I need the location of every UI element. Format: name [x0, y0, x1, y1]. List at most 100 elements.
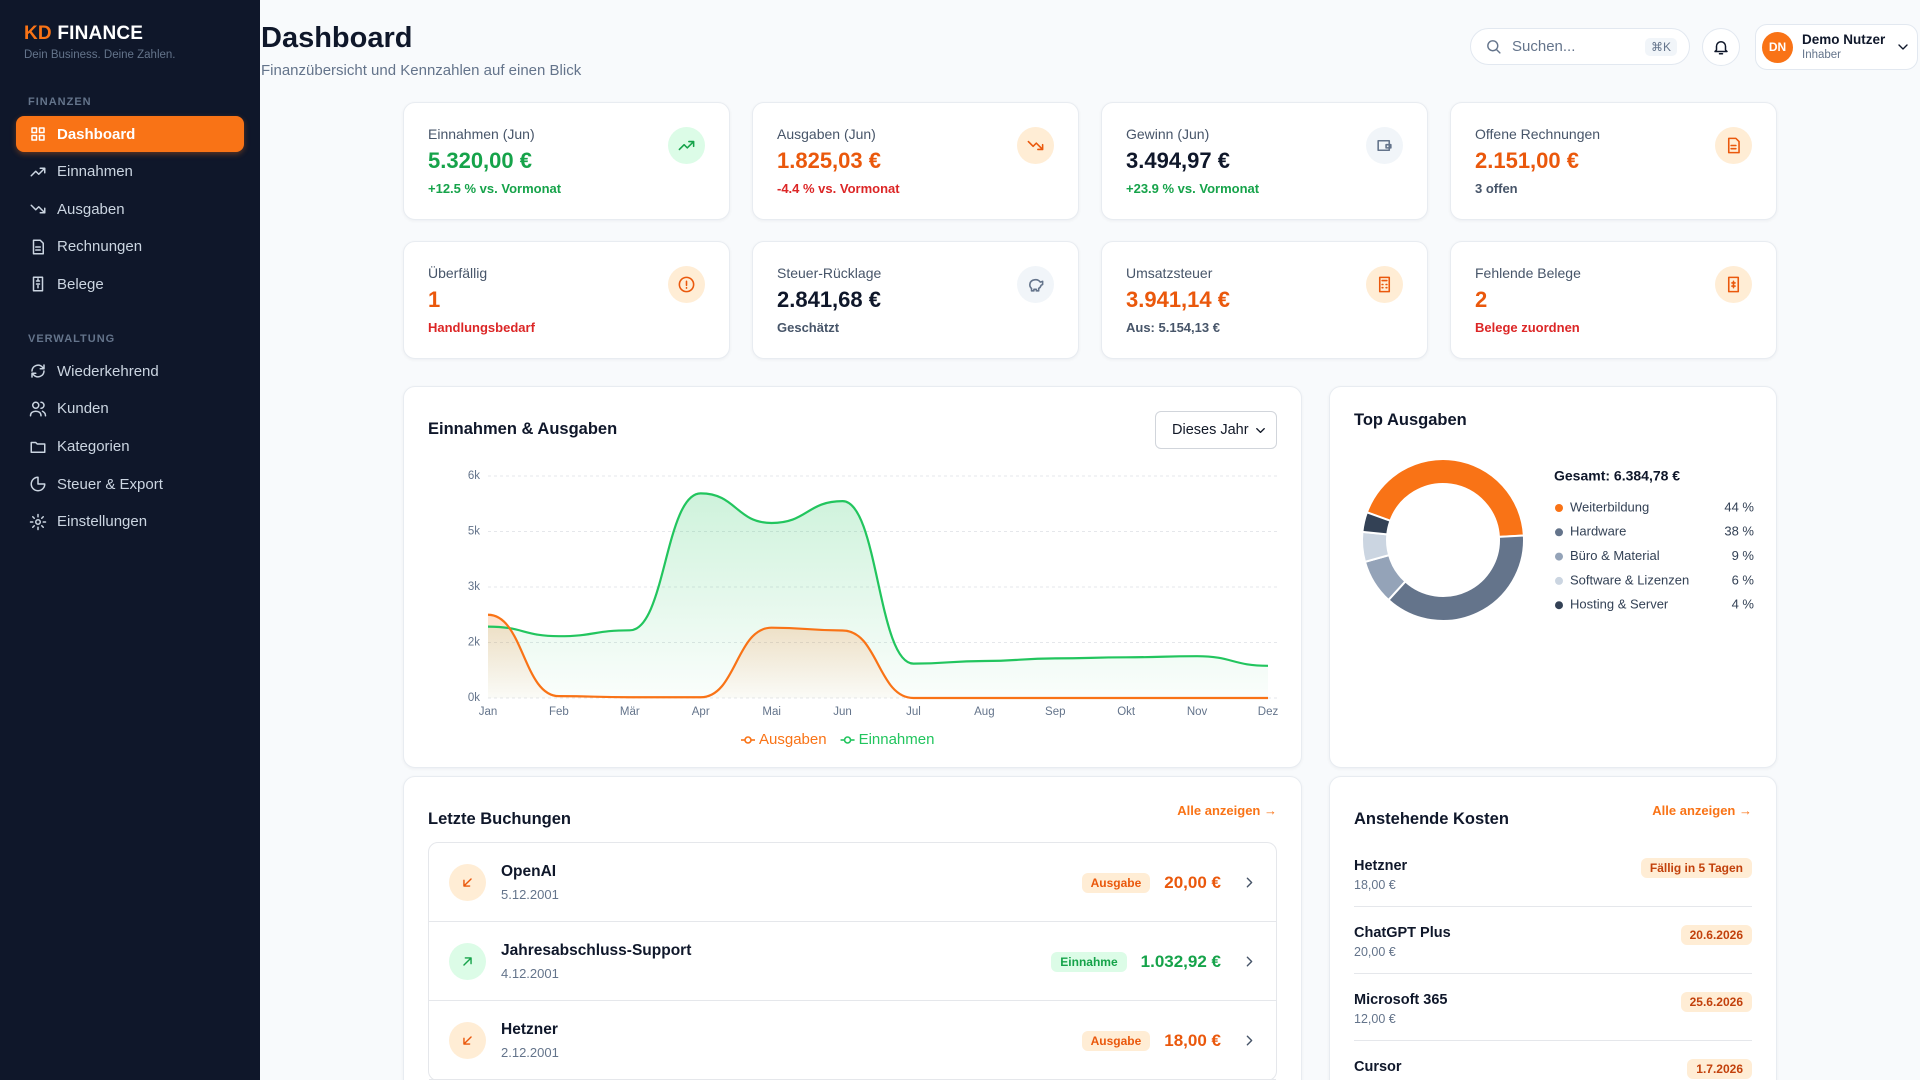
- icon-glyph: [1487, 40, 1501, 54]
- booking-date: 5.12.2001: [501, 887, 559, 902]
- kpi-value: 2.151,00 €: [1475, 148, 1579, 173]
- upcoming-due: Fällig in 5 Tagen: [1640, 858, 1752, 878]
- kpi-value: 3.941,14 €: [1126, 287, 1230, 312]
- icon-glyph: [1727, 137, 1740, 154]
- nav-item[interactable]: Dashboard: [16, 116, 244, 152]
- icon-path: [678, 140, 695, 151]
- kpi-card: Einnahmen (Jun) 5.320,00 € +12.5 % vs. Vor…: [403, 102, 730, 220]
- icon-path: [1377, 139, 1392, 152]
- bookings-link[interactable]: Alle anzeigen →: [1177, 803, 1277, 818]
- booking-row[interactable]: OpenAI 5.12.2001 Ausgabe 20,00 €: [429, 843, 1276, 922]
- icon-path: [29, 513, 47, 530]
- legend-label: Ausgaben: [759, 731, 827, 748]
- search-icon: [1485, 38, 1502, 55]
- kpi-card: Gewinn (Jun) 3.494,97 € +23.9 % vs. Vormon…: [1101, 102, 1428, 220]
- legend-marker-dot: [843, 736, 852, 744]
- icon-path: [678, 276, 695, 293]
- tagline: Dein Business. Deine Zahlen.: [24, 49, 176, 61]
- nav-item[interactable]: Ausgaben: [16, 191, 244, 227]
- y-tick-label: 3k: [468, 581, 480, 593]
- nav-item-label: Einnahmen: [57, 163, 133, 181]
- nav-item[interactable]: Rechnungen: [16, 229, 244, 265]
- upcoming-link[interactable]: Alle anzeigen →: [1652, 803, 1752, 818]
- icon-glyph: [463, 957, 472, 966]
- chevron: [1241, 874, 1258, 891]
- legend-label: Hosting & Server: [1570, 597, 1669, 612]
- upcoming-due: 25.6.2026: [1680, 992, 1752, 1012]
- legend-label: Software & Lizenzen: [1570, 572, 1689, 587]
- kpi-value: 1: [428, 287, 441, 312]
- nav-item[interactable]: Wiederkehrend: [16, 353, 244, 389]
- x-tick-label: Apr: [692, 706, 710, 718]
- upcoming-name: Microsoft 365: [1354, 992, 1448, 1008]
- icon-glyph: [463, 878, 472, 887]
- kpi-label: Überfällig: [428, 265, 488, 281]
- kpi-icon: [1017, 127, 1054, 164]
- notifications[interactable]: [1702, 28, 1740, 66]
- shortcut: ⌘K: [1644, 37, 1677, 56]
- chevron: [1241, 953, 1258, 970]
- nav-item-label: Belege: [57, 275, 104, 293]
- booking-type: Ausgabe: [1081, 1030, 1151, 1051]
- booking-amount: 20,00 €: [1164, 872, 1221, 892]
- nav-item-label: Wiederkehrend: [57, 362, 159, 380]
- chevron: [1895, 39, 1911, 55]
- donut-segment: [1387, 534, 1525, 622]
- kpi-note: Geschätzt: [777, 320, 840, 335]
- icon-glyph: [1378, 276, 1391, 293]
- line: [487, 613, 1268, 700]
- booking-row[interactable]: Jahresabschluss-Support 4.12.2001 Einnahme…: [429, 922, 1276, 1001]
- x-tick-label: Mär: [620, 706, 640, 718]
- donut-segment: [1365, 458, 1525, 538]
- legend-label: Weiterbildung: [1570, 499, 1649, 514]
- icon-path: [1256, 427, 1265, 433]
- kpi-label: Offene Rechnungen: [1475, 126, 1601, 142]
- icon-path: [32, 239, 44, 255]
- icon-path: [1378, 276, 1391, 293]
- legend-marker-dot: [744, 736, 752, 744]
- kpi-value: 3.494,97 €: [1126, 148, 1230, 173]
- kpi-value: 1.825,03 €: [777, 148, 881, 173]
- booking-icon: [449, 864, 486, 901]
- chart-title: Top Ausgaben: [1354, 411, 1467, 429]
- donut-chart: Gesamt: 6.384,78 € Weiterbildung 44 % Hardw…: [1361, 458, 1754, 622]
- nav-item[interactable]: Kunden: [16, 391, 244, 427]
- icon-path: [1727, 137, 1740, 154]
- icon-glyph: [1246, 877, 1253, 888]
- icon-glyph: [1029, 278, 1044, 292]
- booking-date: 4.12.2001: [501, 966, 559, 981]
- icon-glyph: [678, 140, 695, 151]
- bookings-card: Letzte Buchungen Alle anzeigen → OpenAI 5…: [403, 776, 1302, 1080]
- kpi-card: Offene Rechnungen 2.151,00 € 3 offen: [1450, 102, 1777, 220]
- upcoming-amount: 12,00 €: [1354, 1012, 1396, 1026]
- kpi-card: Umsatzsteuer 3.941,14 € Aus: 5.154,13 €: [1101, 241, 1428, 359]
- nav-item[interactable]: Steuer & Export: [16, 466, 244, 502]
- legend-dot: [1555, 601, 1563, 610]
- kpi-value: 5.320,00 €: [428, 148, 532, 173]
- y-tick-label: 2k: [468, 637, 480, 649]
- kpi-label: Einnahmen (Jun): [428, 126, 535, 142]
- user-menu[interactable]: DN Demo Nutzer Inhaber: [1755, 24, 1918, 70]
- nav-section-title: FINANZEN: [28, 96, 92, 108]
- upcoming-row: Cursor20,00 €1.7.2026: [1354, 1041, 1752, 1080]
- period-select[interactable]: Dieses Jahr: [1155, 411, 1277, 449]
- nav-item[interactable]: Belege: [16, 266, 244, 302]
- icon-glyph: [678, 276, 695, 293]
- bell-icon: [1712, 38, 1730, 56]
- line: [487, 492, 1269, 667]
- search-placeholder: Suchen...: [1512, 38, 1576, 55]
- booking-icon: [449, 943, 486, 980]
- booking-right: Ausgabe 20,00 €: [1081, 843, 1258, 922]
- icon-glyph: [1256, 427, 1265, 433]
- x-tick-label: Okt: [1117, 706, 1136, 718]
- booking-row[interactable]: Hetzner 2.12.2001 Ausgabe 18,00 €: [429, 1001, 1276, 1080]
- nav-item[interactable]: Einnahmen: [16, 154, 244, 190]
- nav-item-label: Steuer & Export: [57, 475, 163, 493]
- nav-item[interactable]: Einstellungen: [16, 504, 244, 540]
- icon-glyph: [29, 513, 47, 530]
- upcoming-name: Hetzner: [1354, 858, 1408, 874]
- nav-item[interactable]: Kategorien: [16, 429, 244, 465]
- search[interactable]: Suchen... ⌘K: [1470, 28, 1690, 65]
- x-tick-label: Nov: [1187, 706, 1208, 718]
- area: [488, 493, 1268, 698]
